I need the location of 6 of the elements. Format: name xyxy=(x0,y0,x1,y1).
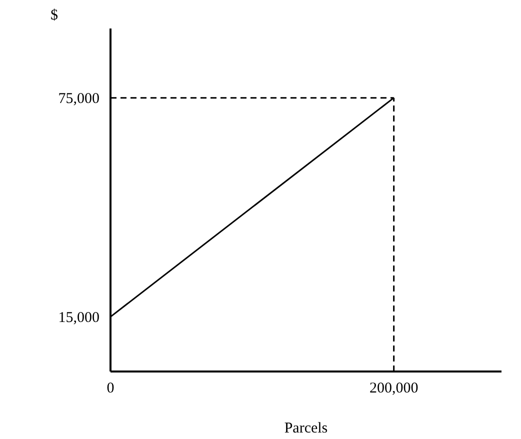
x-axis-title: Parcels xyxy=(284,420,328,436)
y-tick-label: 75,000 xyxy=(58,90,100,107)
y-tick-label: 15,000 xyxy=(58,310,100,326)
x-tick-label: 0 xyxy=(106,380,114,396)
y-axis-title: $ xyxy=(50,8,58,24)
x-tick-label: 200,000 xyxy=(369,380,418,396)
